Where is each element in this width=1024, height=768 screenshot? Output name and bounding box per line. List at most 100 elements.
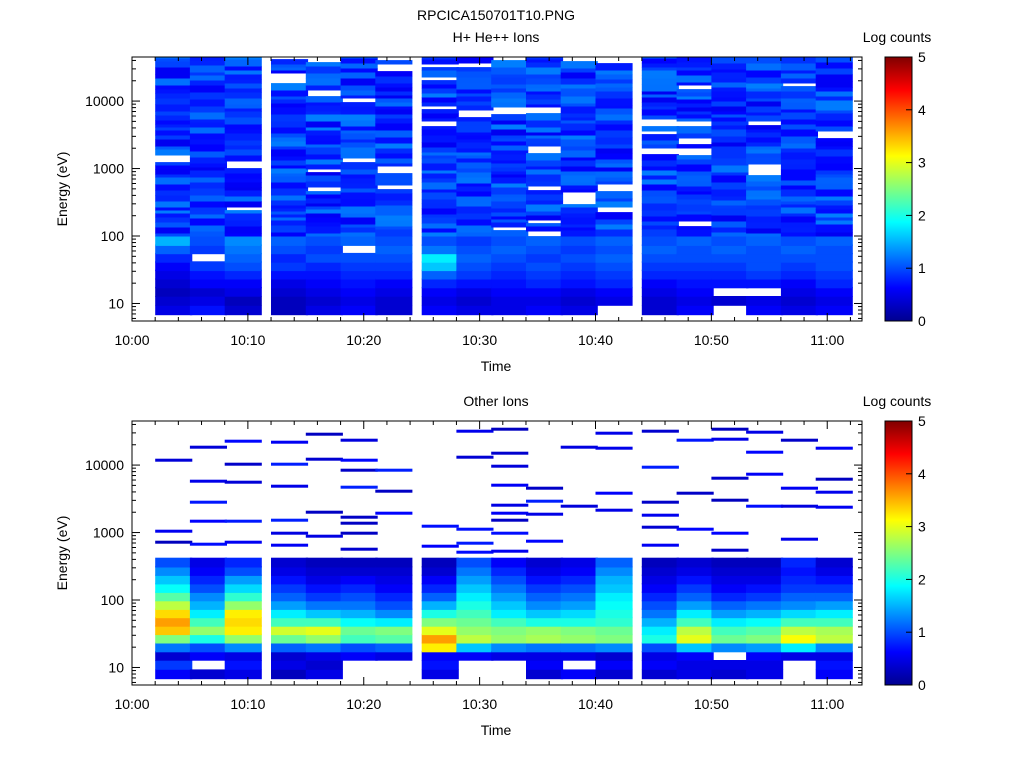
heatmap-cell bbox=[711, 296, 749, 306]
heatmap-cell bbox=[340, 58, 378, 64]
heatmap-cell bbox=[560, 583, 598, 593]
heatmap-cell bbox=[305, 209, 343, 214]
colorbar-tick-label: 0 bbox=[918, 677, 926, 693]
heatmap-cell bbox=[780, 216, 818, 223]
heatmap-cell bbox=[375, 220, 413, 227]
heatmap-cell bbox=[375, 87, 413, 92]
heatmap-cell bbox=[305, 286, 343, 297]
heatmap-cell bbox=[815, 669, 853, 680]
heatmap-cell bbox=[560, 207, 598, 211]
heatmap-cell bbox=[560, 113, 598, 118]
heatmap-cell bbox=[491, 114, 529, 121]
heatmap-cell bbox=[155, 184, 193, 191]
heatmap-cell bbox=[189, 133, 227, 140]
heatmap-cell bbox=[746, 175, 784, 182]
heatmap-cell bbox=[560, 78, 598, 85]
heatmap-cell bbox=[189, 75, 227, 81]
heatmap-cell bbox=[641, 278, 679, 289]
heatmap-cell bbox=[305, 269, 343, 280]
heatmap-cell bbox=[676, 57, 714, 63]
heatmap-cell bbox=[746, 608, 784, 619]
heatmap-cell bbox=[780, 63, 818, 71]
heatmap-cell bbox=[340, 305, 378, 316]
heatmap-cell bbox=[815, 106, 853, 111]
heatmap-cell bbox=[595, 252, 633, 263]
heatmap-cell bbox=[780, 650, 818, 661]
heatmap-cell bbox=[189, 122, 227, 128]
heatmap-cell bbox=[746, 642, 784, 653]
heatmap-cell bbox=[526, 127, 564, 133]
heatmap-cell bbox=[456, 550, 494, 554]
heatmap-cell bbox=[340, 458, 378, 462]
heatmap-cell bbox=[746, 196, 784, 200]
heatmap-cell bbox=[560, 182, 598, 186]
heatmap-cell bbox=[746, 186, 784, 191]
heatmap-cell bbox=[340, 642, 378, 653]
heatmap-cell bbox=[526, 650, 564, 661]
heatmap-cell bbox=[676, 133, 714, 139]
heatmap-cell bbox=[305, 650, 343, 661]
heatmap-cell bbox=[456, 148, 494, 153]
heatmap-cell bbox=[711, 146, 749, 153]
heatmap-cell bbox=[641, 134, 679, 141]
heatmap-cell bbox=[271, 642, 309, 653]
heatmap-cell bbox=[155, 85, 193, 90]
heatmap-cell bbox=[491, 278, 529, 289]
heatmap-cell bbox=[711, 142, 749, 147]
heatmap-cell bbox=[224, 574, 262, 585]
heatmap-cell bbox=[560, 557, 598, 568]
heatmap-cell bbox=[526, 642, 564, 653]
heatmap-cell bbox=[456, 155, 494, 159]
heatmap-cell bbox=[746, 132, 784, 138]
heatmap-cell bbox=[305, 557, 343, 568]
heatmap-cell bbox=[560, 278, 598, 289]
heatmap-cell bbox=[815, 625, 853, 636]
heatmap-cell bbox=[676, 111, 714, 115]
heatmap-cell bbox=[641, 58, 679, 64]
heatmap-cell bbox=[676, 75, 714, 83]
heatmap-cell bbox=[340, 531, 378, 535]
heatmap-cell bbox=[224, 178, 262, 183]
heatmap-cell bbox=[155, 201, 193, 208]
heatmap-cell bbox=[526, 67, 564, 75]
heatmap-cell bbox=[641, 591, 679, 602]
heatmap-cell bbox=[305, 226, 343, 234]
heatmap-cell bbox=[595, 244, 633, 255]
heatmap-cell bbox=[780, 244, 818, 255]
heatmap-cell bbox=[526, 600, 564, 610]
heatmap-cell bbox=[711, 106, 749, 112]
heatmap-cell bbox=[340, 438, 378, 442]
heatmap-cell bbox=[421, 170, 459, 174]
heatmap-cell bbox=[155, 58, 193, 62]
heatmap-cell bbox=[711, 121, 749, 126]
heatmap-cell bbox=[340, 178, 378, 184]
heatmap-cell bbox=[780, 164, 818, 170]
heatmap-cell bbox=[189, 669, 227, 680]
heatmap-cell bbox=[340, 232, 378, 237]
heatmap-cell bbox=[189, 151, 227, 158]
heatmap-cell bbox=[526, 486, 564, 490]
heatmap-cell bbox=[711, 600, 749, 610]
heatmap-cell bbox=[456, 96, 494, 102]
heatmap-cell bbox=[526, 261, 564, 272]
heatmap-cell bbox=[491, 174, 529, 178]
heatmap-cell bbox=[491, 197, 529, 202]
heatmap-cell bbox=[224, 600, 262, 610]
heatmap-cell bbox=[676, 625, 714, 636]
heatmap-cell bbox=[526, 181, 564, 187]
heatmap-cell bbox=[526, 269, 564, 280]
heatmap-cell bbox=[780, 129, 818, 137]
heatmap-cell bbox=[711, 87, 749, 92]
heatmap-cell bbox=[224, 480, 262, 484]
heatmap-cell bbox=[491, 183, 529, 188]
heatmap-cell bbox=[641, 70, 679, 76]
heatmap-cell bbox=[189, 112, 227, 120]
heatmap-cell bbox=[456, 286, 494, 297]
heatmap-cell bbox=[340, 57, 378, 59]
heatmap-cell bbox=[676, 527, 714, 531]
heatmap-cell bbox=[746, 142, 784, 147]
heatmap-cell bbox=[560, 213, 598, 218]
heatmap-cell bbox=[375, 193, 413, 201]
heatmap-cell bbox=[815, 62, 853, 69]
